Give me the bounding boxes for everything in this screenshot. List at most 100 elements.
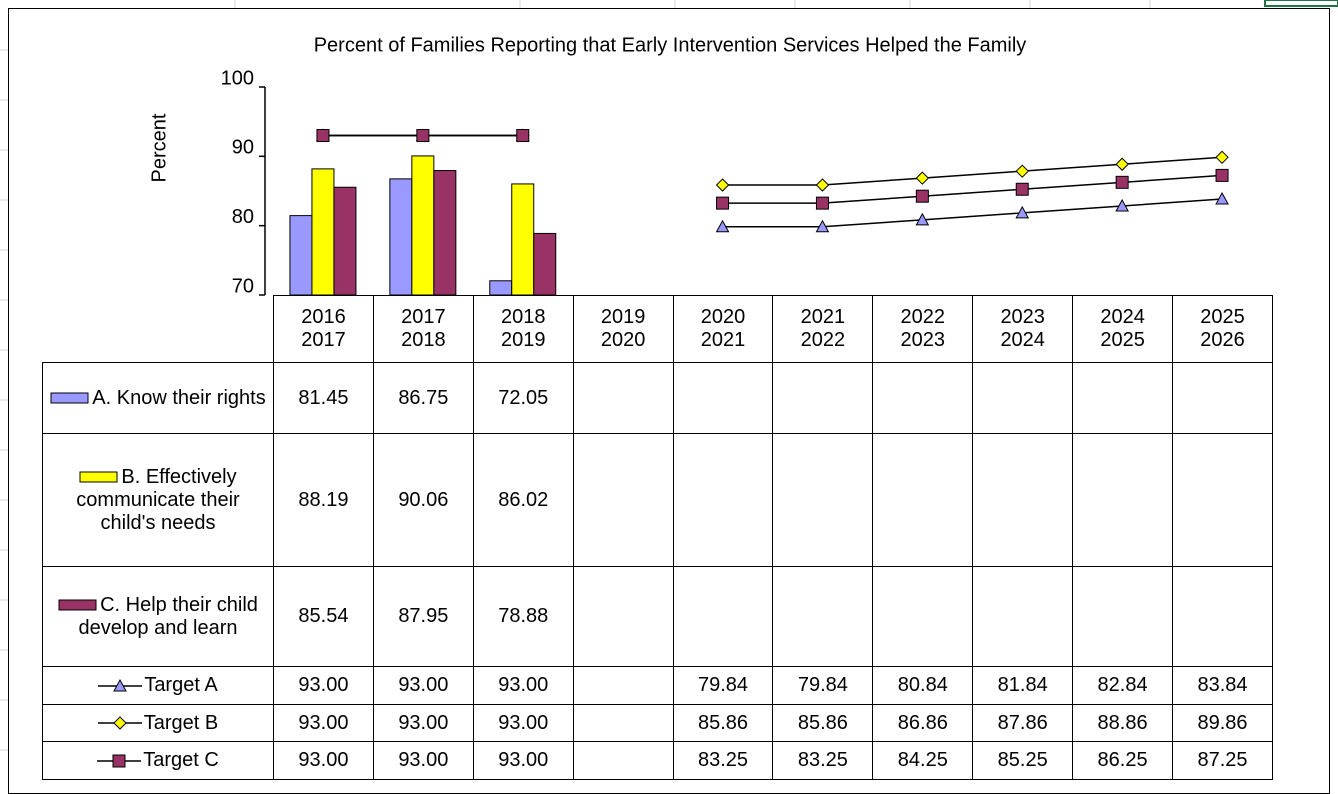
- row-header: Target A: [41, 666, 275, 705]
- row-header: C. Help their child develop and learn: [41, 566, 275, 667]
- category-cell: 2021 2022: [772, 295, 874, 363]
- value-cell: 85.54: [273, 566, 374, 667]
- value-cell: 82.84: [1072, 666, 1174, 705]
- marker-diamond: [1215, 150, 1229, 165]
- corner-cell: [42, 295, 275, 363]
- marker-triangle: [815, 219, 830, 233]
- marker-square: [1015, 182, 1029, 196]
- category-cell: 2025 2026: [1172, 295, 1273, 363]
- marker-diamond: [1115, 157, 1129, 171]
- value-cell: 83.84: [1172, 666, 1273, 705]
- value-cell: [572, 433, 674, 567]
- value-cell: 86.02: [472, 433, 574, 567]
- target-line: [322, 134, 1223, 186]
- marker-triangle: [915, 212, 930, 226]
- value-cell: [572, 566, 674, 667]
- legend-key: [58, 599, 97, 611]
- series-row: B. Effectively communicate their child's…: [41, 433, 1273, 567]
- value-cell: [572, 362, 674, 434]
- value-cell: 89.86: [1172, 704, 1273, 742]
- value-cell: 88.86: [1072, 704, 1174, 742]
- category-cell: 2020 2021: [672, 295, 774, 363]
- y-axis-label: Percent: [148, 113, 170, 182]
- value-cell: [772, 362, 874, 434]
- value-cell: 93.00: [372, 741, 474, 780]
- value-cell: [772, 433, 874, 567]
- series-row: C. Help their child develop and learn 85.…: [41, 566, 1273, 667]
- marker-square: [716, 196, 730, 210]
- value-cell: [872, 566, 974, 667]
- value-cell: 78.88: [472, 566, 574, 667]
- marker-square: [516, 129, 530, 143]
- legend-key: [98, 678, 143, 692]
- value-cell: [1072, 362, 1174, 434]
- series-row: Target C 93.00 93.00 93.00 83.25 83.25 84.25 85…: [41, 741, 1273, 780]
- target-line: [322, 134, 1223, 228]
- category-cell: 2022 2023: [872, 295, 974, 363]
- value-cell: [672, 566, 774, 667]
- legend-label: B. Effectively communicate their child's…: [76, 465, 240, 534]
- value-cell: [572, 666, 674, 705]
- marker-square: [1215, 168, 1229, 182]
- value-cell: 93.00: [472, 666, 574, 705]
- legend-label: Target B: [143, 711, 219, 734]
- legend-key: [97, 716, 142, 730]
- value-cell: 79.84: [672, 666, 774, 705]
- bar: [489, 280, 513, 296]
- legend-swatch: [79, 471, 118, 483]
- marker-triangle: [715, 219, 730, 233]
- category-cell: 2023 2024: [972, 295, 1074, 363]
- value-cell: 83.25: [672, 741, 774, 780]
- row-header: B. Effectively communicate their child's…: [41, 433, 275, 567]
- value-cell: 80.84: [872, 666, 974, 705]
- legend-label: C. Help their child develop and learn: [78, 593, 258, 639]
- value-cell: 84.25: [872, 741, 974, 780]
- value-cell: 87.86: [972, 704, 1074, 742]
- legend-key: [50, 392, 89, 404]
- bar: [389, 178, 413, 296]
- legend-key: [97, 754, 142, 768]
- marker-diamond: [815, 178, 830, 192]
- value-cell: [972, 566, 1074, 667]
- legend-label: Target A: [144, 674, 218, 696]
- bar: [333, 186, 357, 296]
- value-cell: 93.00: [372, 704, 474, 742]
- value-cell: 79.84: [772, 666, 874, 705]
- value-cell: 93.00: [472, 704, 574, 742]
- value-cell: [572, 741, 674, 780]
- marker-square: [316, 129, 330, 143]
- bar: [289, 215, 313, 296]
- value-cell: [672, 362, 774, 434]
- marker-triangle: [1015, 205, 1030, 219]
- header-row: 2016 2017 2017 2018 2018 2019 2019 2020 2020…: [42, 295, 1273, 363]
- value-cell: 86.25: [1072, 741, 1174, 780]
- value-cell: [972, 433, 1074, 567]
- value-cell: [772, 566, 874, 667]
- category-cell: 2018 2019: [472, 295, 574, 363]
- series-row: Target B 93.00 93.00 93.00 85.86 85.86 86.86 87…: [41, 704, 1273, 742]
- series-row: Target A 93.00 93.00 93.00 79.84 79.84 80.84 81…: [41, 666, 1273, 705]
- y-tick-label: 70: [232, 275, 254, 297]
- value-cell: 86.75: [372, 362, 474, 434]
- value-cell: 87.25: [1172, 741, 1273, 780]
- data-table: 2016 2017 2017 2018 2018 2019 2019 2020 2020…: [41, 295, 1273, 780]
- value-cell: [1172, 566, 1273, 667]
- legend-key: [79, 471, 118, 483]
- value-cell: [872, 433, 974, 567]
- row-header: Target C: [41, 741, 275, 780]
- value-cell: 90.06: [372, 433, 474, 567]
- legend-label: Target C: [143, 749, 219, 771]
- marker-square: [1115, 175, 1129, 189]
- category-cell: 2024 2025: [1072, 295, 1174, 363]
- marker-diamond: [715, 178, 730, 192]
- value-cell: 86.86: [872, 704, 974, 742]
- row-header: A. Know their rights: [41, 362, 275, 434]
- value-cell: [1072, 566, 1174, 667]
- marker-diamond: [915, 171, 930, 185]
- marker-triangle: [1115, 198, 1129, 212]
- value-cell: 85.86: [672, 704, 774, 742]
- marker-diamond: [1015, 164, 1029, 178]
- marker-square: [416, 129, 430, 143]
